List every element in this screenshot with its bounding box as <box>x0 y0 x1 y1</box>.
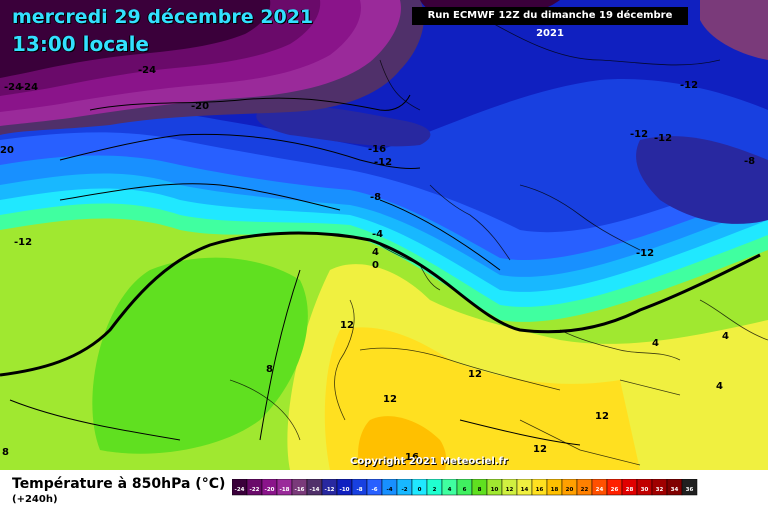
contour-label: 8 <box>2 447 9 458</box>
scale-tick-label: 24 <box>596 487 604 493</box>
contour-lines <box>9 94 581 446</box>
atlantic-green-zone <box>92 257 308 454</box>
scale-tick-label: 28 <box>626 487 634 493</box>
scale-tick-label: 20 <box>566 487 574 493</box>
contour-label: 12 <box>340 320 354 331</box>
scale-tick-label: -22 <box>250 487 260 493</box>
parameter-title: Température à 850hPa (°C) <box>12 476 226 492</box>
scale-tick-label: 32 <box>656 487 664 493</box>
contour-labels: -24 -24 -24 -20 20 -16 -12 -8 -12 -4 4 0… <box>0 65 755 463</box>
scale-tick-label: 12 <box>506 487 514 493</box>
temperature-map: -24 -24 -24 -20 20 -16 -12 -8 -12 -4 4 0… <box>0 0 768 470</box>
contour-label: -12 <box>630 129 648 140</box>
scale-swatch <box>681 479 698 496</box>
scale-tick-label: -10 <box>340 487 350 493</box>
contour-label: 12 <box>468 369 482 380</box>
contour-label: 8 <box>266 364 273 375</box>
model-run-label: Run ECMWF 12Z du dimanche 19 décembre 20… <box>412 7 688 39</box>
scale-tick-label: 0 <box>418 487 422 493</box>
contour-label: -24 <box>20 82 38 93</box>
scale-tick-label: 34 <box>671 487 679 493</box>
cold-zone-minus14 <box>636 136 768 224</box>
scale-tick-label: -18 <box>280 487 290 493</box>
contour-label: 0 <box>372 260 379 271</box>
contour-label: -12 <box>374 157 392 168</box>
contour-label: 12 <box>595 411 609 422</box>
scale-tick-label: 22 <box>581 487 589 493</box>
contour-label: -12 <box>14 237 32 248</box>
scale-tick-label: -4 <box>386 487 392 493</box>
warm-zone-16 <box>358 416 447 470</box>
copyright-notice: Copyright 2021 Meteociel.fr <box>350 456 508 467</box>
ne-cold-core <box>700 0 768 60</box>
scale-tick-label: 10 <box>491 487 499 493</box>
forecast-time: 13:00 locale <box>12 32 149 56</box>
scale-tick-label: 4 <box>448 487 452 493</box>
scale-tick-label: 6 <box>463 487 467 493</box>
contour-label: -12 <box>654 133 672 144</box>
scale-tick-label: 26 <box>611 487 619 493</box>
scale-tick-label: 2 <box>433 487 437 493</box>
contour-label: 12 <box>383 394 397 405</box>
contour-label: -24 <box>138 65 156 76</box>
contour-label: -20 <box>191 101 209 112</box>
contour-label: 4 <box>716 381 723 392</box>
scale-tick-label: 8 <box>478 487 482 493</box>
cold-zone-minus24 <box>0 0 271 78</box>
scale-tick-label: -24 <box>235 487 245 493</box>
scale-tick-label: 14 <box>521 487 529 493</box>
scale-tick-label: 30 <box>641 487 649 493</box>
contour-label: -8 <box>370 192 381 203</box>
scale-tick-label: -2 <box>401 487 407 493</box>
contour-label: -8 <box>744 156 755 167</box>
forecast-date: mercredi 29 décembre 2021 <box>12 6 314 28</box>
cold-zone-minus14b <box>256 105 431 147</box>
contour-label: -16 <box>368 144 386 155</box>
contour-label: 12 <box>533 444 547 455</box>
contour-label: -12 <box>636 248 654 259</box>
contour-label: 16 <box>405 452 419 463</box>
contour-label: 4 <box>372 247 379 258</box>
contour-label: -4 <box>372 229 383 240</box>
color-scale: -24 -22 -20 -18 -16 -14 -12 -10 -8 -6 -4 -2 0 2 4 6 8 10 1… <box>232 479 698 496</box>
scale-tick-label: -8 <box>356 487 362 493</box>
scale-tick-label: -6 <box>371 487 377 493</box>
scale-tick-label: -16 <box>295 487 305 493</box>
zero-isotherm <box>0 231 761 377</box>
contour-label: 20 <box>0 145 14 156</box>
scale-tick-label: 16 <box>536 487 544 493</box>
contour-label: -24 <box>4 82 22 93</box>
contour-label: 4 <box>652 338 659 349</box>
scale-tick-label: 18 <box>551 487 559 493</box>
scale-tick-label: -14 <box>310 487 320 493</box>
scale-tick-label: -20 <box>265 487 275 493</box>
lead-time: (+240h) <box>12 494 58 505</box>
scale-tick-label: -12 <box>325 487 335 493</box>
contour-label: 4 <box>722 331 729 342</box>
contour-label: -12 <box>680 80 698 91</box>
scale-tick-label: 36 <box>686 487 694 493</box>
